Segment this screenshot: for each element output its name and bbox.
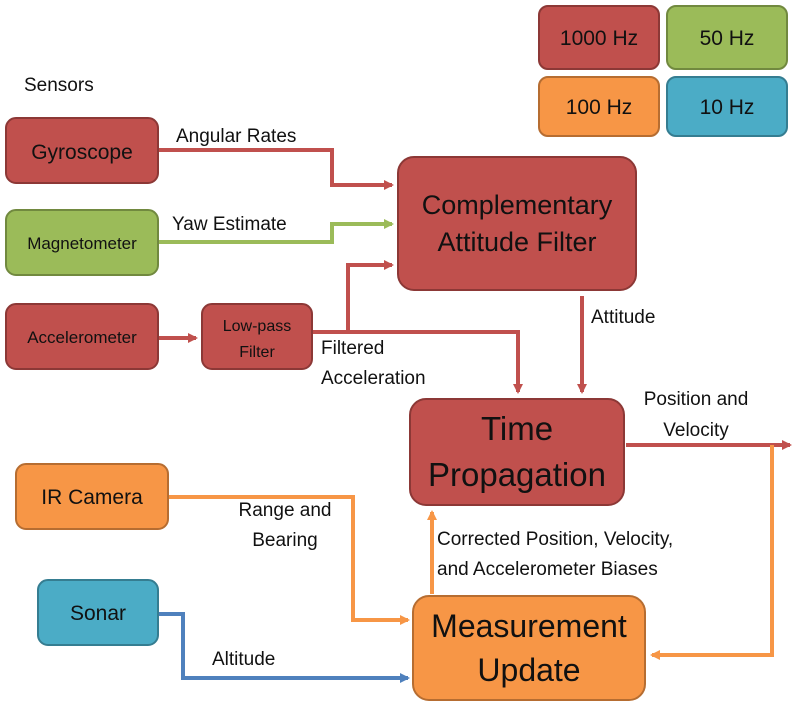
gyroscope-label: Gyroscope (31, 141, 133, 164)
lowpass-label-line2: Filter (239, 344, 275, 361)
lowpass-label-line1: Low-pass (223, 318, 291, 335)
time-propagation-label-line2: Propagation (428, 456, 606, 493)
legend-100hz-label: 100 Hz (566, 96, 633, 119)
legend-100hz: 100 Hz (538, 76, 660, 137)
measurement-update-label-line1: Measurement (431, 608, 627, 644)
time-propagation-node: Time Propagation (409, 398, 625, 506)
arrow-range-bearing (168, 495, 410, 625)
label-position-velocity-line2: Velocity (663, 420, 729, 441)
measurement-update-node: Measurement Update (412, 595, 646, 701)
arrow-altitude (158, 612, 410, 683)
legend-10hz-label: 10 Hz (700, 96, 755, 119)
gyroscope-node: Gyroscope (5, 117, 159, 184)
lowpass-filter-node: Low-pass Filter (201, 303, 313, 370)
label-corrected-line1: Corrected Position, Velocity, (437, 529, 673, 550)
complementary-label-line1: Complementary (422, 190, 613, 220)
label-range-bearing-line1: Range and (239, 500, 332, 521)
label-yaw-estimate: Yaw Estimate (172, 214, 287, 235)
time-propagation-label-line1: Time (481, 410, 553, 447)
ir-camera-label: IR Camera (41, 486, 143, 509)
complementary-filter-node: Complementary Attitude Filter (397, 156, 637, 291)
label-altitude: Altitude (212, 649, 275, 670)
label-filtered-line2: Acceleration (321, 368, 426, 389)
complementary-label-line2: Attitude Filter (437, 227, 596, 257)
accelerometer-node: Accelerometer (5, 303, 159, 370)
ir-camera-node: IR Camera (15, 463, 169, 530)
legend: 1000 Hz 50 Hz 100 Hz 10 Hz (538, 5, 788, 137)
legend-1000hz-label: 1000 Hz (560, 27, 638, 50)
sonar-label: Sonar (70, 602, 126, 625)
arrow-feedback-loop (650, 445, 774, 660)
arrow-yaw-estimate (158, 219, 394, 244)
label-position-velocity-line1: Position and (644, 389, 749, 410)
measurement-update-label-line2: Update (477, 652, 580, 688)
legend-50hz-label: 50 Hz (700, 27, 755, 50)
label-angular-rates: Angular Rates (176, 126, 296, 147)
legend-50hz: 50 Hz (666, 5, 788, 70)
label-range-bearing-line2: Bearing (252, 530, 318, 551)
magnetometer-node: Magnetometer (5, 209, 159, 276)
arrow-lowpass-to-attitude-filter (312, 260, 394, 334)
arrow-filtered-acceleration (312, 330, 523, 394)
label-corrected-line2: and Accelerometer Biases (437, 559, 658, 580)
accelerometer-label: Accelerometer (27, 328, 137, 347)
magnetometer-label: Magnetometer (27, 234, 137, 253)
sensors-heading: Sensors (24, 75, 94, 96)
legend-1000hz: 1000 Hz (538, 5, 660, 70)
legend-10hz: 10 Hz (666, 76, 788, 137)
label-attitude: Attitude (591, 307, 655, 328)
sonar-node: Sonar (37, 579, 159, 646)
arrow-angular-rates (158, 148, 394, 190)
label-filtered-line1: Filtered (321, 338, 384, 359)
